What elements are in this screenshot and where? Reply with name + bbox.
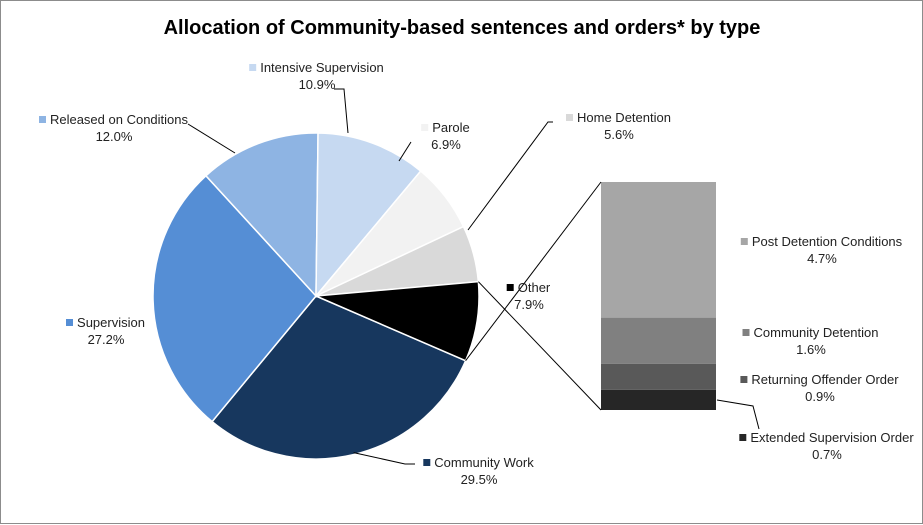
data-label-value: 0.9% xyxy=(805,389,835,404)
connector-lines xyxy=(187,88,760,465)
data-label-name: Released on Conditions xyxy=(50,112,189,127)
legend-key xyxy=(566,114,573,121)
data-label-name: Community Detention xyxy=(754,325,879,340)
data-labels: Community Work 29.5% Supervision 27.2% Relea… xyxy=(39,60,914,487)
data-label-community-work: Community Work 29.5% xyxy=(423,455,534,487)
data-label-name: Extended Supervision Order xyxy=(750,430,914,445)
data-label-community-detention: Community Detention 1.6% xyxy=(742,325,879,357)
pie-slice-supervision xyxy=(152,174,317,423)
data-label-returning-offender-order: Returning Offender Order 0.9% xyxy=(740,372,899,404)
data-label-name: Returning Offender Order xyxy=(751,372,899,387)
data-label-name: Parole xyxy=(432,120,470,135)
legend-key xyxy=(742,329,750,336)
bar-segment-extended-supervision-order xyxy=(601,389,716,410)
data-label-extended-supervision-order: Extended Supervision Order 0.7% xyxy=(739,430,914,462)
connector-line-bottom xyxy=(478,281,602,411)
data-label-name: Supervision xyxy=(77,315,145,330)
pie-group xyxy=(152,132,480,460)
leader-line-home-detention xyxy=(467,121,553,231)
legend-key xyxy=(39,116,46,123)
data-label-value: 1.6% xyxy=(796,342,826,357)
data-label-value: 12.0% xyxy=(96,129,133,144)
chart-title: Allocation of Community-based sentences … xyxy=(164,17,761,39)
pie-slice-community-work xyxy=(211,295,467,460)
data-label-value: 27.2% xyxy=(88,332,125,347)
pie-slice-released-on-conditions xyxy=(204,132,319,298)
data-label-name: Post Detention Conditions xyxy=(752,234,903,249)
data-label-supervision: Supervision 27.2% xyxy=(66,315,145,347)
data-label-value: 4.7% xyxy=(807,251,837,266)
leader-line-community-work xyxy=(353,452,415,465)
legend-key xyxy=(249,64,257,71)
data-label-value: 7.9% xyxy=(514,297,544,312)
legend-key xyxy=(423,459,431,466)
pie-slice-intensive-supervision xyxy=(315,132,422,299)
legend-key xyxy=(739,434,747,441)
data-label-value: 10.9% xyxy=(299,77,336,92)
data-label-name: Other xyxy=(518,280,551,295)
data-label-name: Community Work xyxy=(434,455,534,470)
connector-line-top xyxy=(465,181,602,362)
leader-line-extended-supervision-order xyxy=(716,399,760,430)
bar-segment-post-detention-conditions xyxy=(601,182,716,318)
data-label-released-on-conditions: Released on Conditions 12.0% xyxy=(39,112,189,144)
breakdown-bar-group xyxy=(601,182,716,410)
data-label-value: 6.9% xyxy=(431,137,461,152)
legend-key xyxy=(740,238,748,245)
leader-line-released-on-conditions xyxy=(187,123,236,154)
data-label-intensive-supervision: Intensive Supervision 10.9% xyxy=(249,60,384,92)
leader-line-parole xyxy=(398,141,412,162)
legend-key xyxy=(421,124,429,131)
data-label-name: Home Detention xyxy=(577,110,671,125)
data-label-value: 29.5% xyxy=(461,472,498,487)
data-label-post-detention-conditions: Post Detention Conditions 4.7% xyxy=(740,234,903,266)
data-label-value: 5.6% xyxy=(604,127,634,142)
leader-line-intensive-supervision xyxy=(334,88,349,134)
bar-segment-community-detention xyxy=(601,317,716,364)
legend-key xyxy=(740,376,748,383)
legend-key xyxy=(506,284,514,291)
data-label-parole: Parole 6.9% xyxy=(421,120,470,152)
legend-key xyxy=(66,319,73,326)
bar-segment-returning-offender-order xyxy=(601,363,716,390)
data-label-home-detention: Home Detention 5.6% xyxy=(566,110,671,142)
data-label-name: Intensive Supervision xyxy=(260,60,384,75)
data-label-value: 0.7% xyxy=(812,447,842,462)
data-label-other: Other 7.9% xyxy=(506,280,551,312)
